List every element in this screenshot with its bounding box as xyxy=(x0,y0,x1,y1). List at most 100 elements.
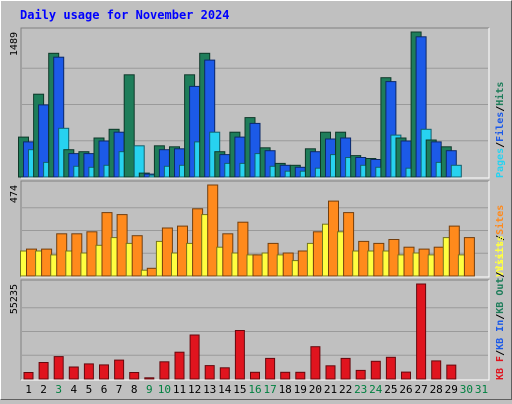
bar-kb-f xyxy=(431,360,442,380)
legend-entry: Visits xyxy=(494,241,506,277)
x-axis-day-label: 12 xyxy=(188,383,201,396)
bar-kb-f xyxy=(159,361,170,380)
bar-sites xyxy=(463,237,475,277)
bar-kb-f xyxy=(174,351,185,380)
kbytes-panel: 55235 KB F/KB In/KB Out/Visits xyxy=(9,235,506,381)
bar-sites xyxy=(177,225,188,277)
x-axis-day-label: 1 xyxy=(25,383,32,396)
x-axis-day-label: 9 xyxy=(146,383,153,396)
bar-kb-f xyxy=(250,371,260,380)
x-axis-day-label: 7 xyxy=(116,383,123,396)
bar-sites xyxy=(448,225,460,277)
legend-entry: / xyxy=(495,272,506,278)
bar-kb-f xyxy=(325,365,336,380)
bar-sites xyxy=(101,212,113,277)
x-axis-day-label: 16 xyxy=(248,383,261,396)
legend-entry: / xyxy=(495,235,506,241)
x-axis-day-label: 13 xyxy=(203,383,216,396)
legend-entry: Pages xyxy=(495,148,506,178)
x-axis-day-label: 20 xyxy=(309,383,322,396)
bar-sites xyxy=(207,184,219,277)
x-axis-day-label: 3 xyxy=(55,383,62,396)
x-axis-day-label: 14 xyxy=(218,383,232,396)
bar-pages xyxy=(133,145,145,178)
bar-sites xyxy=(297,250,309,277)
bar-series-group xyxy=(23,283,457,380)
bar-kb-f xyxy=(280,371,291,380)
x-axis-day-label: 25 xyxy=(384,383,397,396)
legend-entry: Sites xyxy=(494,205,506,235)
bar-sites xyxy=(26,248,37,277)
bar-hits xyxy=(123,74,135,178)
bar-sites xyxy=(373,242,385,277)
x-axis-day-label: 19 xyxy=(294,383,307,396)
x-axis-day-label: 15 xyxy=(233,383,246,396)
bar-sites xyxy=(343,212,355,277)
bar-sites xyxy=(71,233,83,277)
panel-legend: KB F/KB In/KB Out/Visits xyxy=(494,235,506,380)
bar-kb-f xyxy=(83,363,94,380)
bar-sites xyxy=(192,208,204,277)
x-axis-day-label: 11 xyxy=(173,383,186,396)
y-axis-max-label: 1489 xyxy=(9,32,20,56)
bar-sites xyxy=(237,221,249,277)
bar-sites xyxy=(116,214,128,277)
legend-entry: / xyxy=(495,314,506,320)
x-axis-day-label: 17 xyxy=(263,383,276,396)
bar-sites xyxy=(403,246,415,277)
bar-sites xyxy=(388,239,400,277)
legend-entry: KB F xyxy=(495,356,506,380)
legend-entry: / xyxy=(495,142,506,148)
bar-kb-f xyxy=(446,364,457,380)
bar-sites xyxy=(86,231,98,277)
bar-series-group xyxy=(20,184,475,277)
panel-frame-light xyxy=(21,28,490,179)
x-axis-day-label: 4 xyxy=(70,383,77,396)
bar-sites xyxy=(433,246,445,277)
bar-kb-f xyxy=(144,377,155,380)
x-axis-day-label: 29 xyxy=(445,383,458,396)
x-axis-day-label: 22 xyxy=(339,383,352,396)
bar-kb-f xyxy=(189,334,200,380)
x-axis-day-label: 6 xyxy=(101,383,108,396)
panel-frame-shadow xyxy=(20,180,489,277)
bar-pages xyxy=(450,164,462,178)
panel-legend: Visits/Sites xyxy=(494,205,506,277)
panel-frame-shadow xyxy=(20,27,489,178)
panel-legend: Pages/Files/Hits xyxy=(494,82,506,178)
legend-entry: Files xyxy=(494,112,506,142)
bar-sites xyxy=(267,242,279,277)
bar-kb-f xyxy=(114,359,125,380)
bar-sites xyxy=(161,227,173,277)
x-axis-day-label: 26 xyxy=(399,383,412,396)
bar-kb-f xyxy=(68,366,79,380)
bar-sites xyxy=(56,233,68,277)
panel-frame-light xyxy=(21,280,490,381)
bar-kb-f xyxy=(129,372,140,380)
bar-sites xyxy=(418,248,430,277)
legend-entry: / xyxy=(495,350,506,356)
bar-sites xyxy=(131,235,143,277)
x-axis-day-label: 8 xyxy=(131,383,138,396)
x-axis-day-label: 28 xyxy=(430,383,443,396)
x-axis-day-label: 30 xyxy=(460,383,473,396)
chart-title: Daily usage for November 2024 xyxy=(20,8,230,22)
bar-sites xyxy=(252,254,264,277)
bar-series-group xyxy=(18,31,462,178)
x-axis-day-label: 10 xyxy=(158,383,171,396)
bar-kb-f xyxy=(204,365,215,380)
bar-kb-f xyxy=(219,367,230,380)
bar-sites xyxy=(41,248,53,277)
legend-entry: / xyxy=(495,106,506,112)
bar-kb-f xyxy=(416,283,427,380)
bar-kb-f xyxy=(265,357,276,380)
bar-kb-f xyxy=(340,357,351,380)
bar-kb-f xyxy=(38,362,49,380)
y-axis-max-label: 55235 xyxy=(9,284,20,314)
y-axis-max-label: 474 xyxy=(9,185,20,203)
legend-entry: Hits xyxy=(494,82,506,106)
panel-frame-light xyxy=(21,181,490,278)
bar-sites xyxy=(146,267,158,277)
